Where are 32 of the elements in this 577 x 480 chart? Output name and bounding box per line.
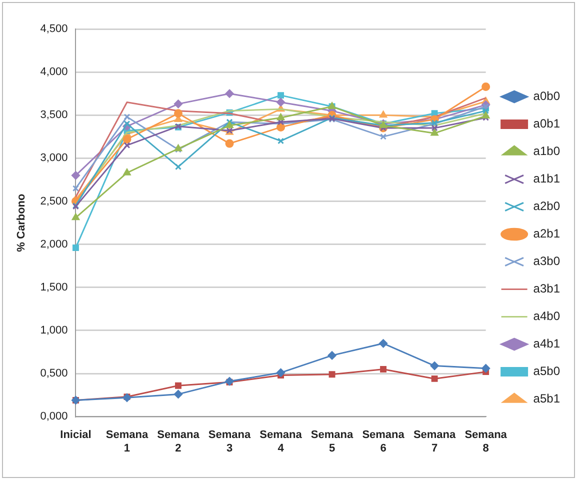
x-tick-label: Semana 1 — [106, 429, 149, 454]
x-tick-label: Semana 4 — [260, 429, 303, 454]
legend-label: a2b0 — [533, 199, 560, 214]
x-tick-label: Semana 6 — [362, 429, 406, 454]
y-tick-label: 2,000 — [40, 238, 68, 250]
y-axis-title: % Carbono — [16, 193, 28, 252]
legend-label: a0b0 — [533, 89, 560, 104]
legend-label: a0b1 — [533, 116, 560, 131]
legend-label: a1b0 — [533, 144, 560, 158]
y-tick-label: 4,000 — [40, 66, 68, 78]
legend-label: a3b1 — [533, 282, 560, 296]
legend-label: a3b0 — [533, 254, 560, 268]
legend-label: a5b1 — [533, 392, 560, 406]
legend-label: a4b1 — [533, 336, 560, 351]
y-tick-label: 3,500 — [40, 109, 68, 122]
y-tick-label: 4,500 — [40, 23, 68, 36]
x-tick-label: Semana 8 — [464, 429, 508, 454]
x-tick-label: Semana 2 — [157, 429, 200, 454]
x-tick-label: Semana 5 — [310, 429, 354, 454]
y-tick-label: 0,000 — [40, 410, 68, 423]
legend-label: a1b1 — [533, 172, 560, 186]
y-tick-label: 2,500 — [40, 195, 68, 208]
y-tick-label: 0,500 — [40, 368, 68, 380]
legend-label: a2b1 — [533, 226, 560, 241]
x-tick-label: Semana 7 — [413, 429, 457, 454]
x-tick-label: Semana 3 — [208, 429, 252, 454]
y-tick-label: 3,000 — [40, 152, 68, 164]
y-tick-label: 1,000 — [40, 324, 68, 336]
legend-label: a4b0 — [533, 309, 560, 324]
y-tick-label: 1,500 — [40, 281, 68, 294]
x-tick-label: Inicial — [60, 429, 92, 442]
legend-label: a5b0 — [533, 364, 560, 378]
